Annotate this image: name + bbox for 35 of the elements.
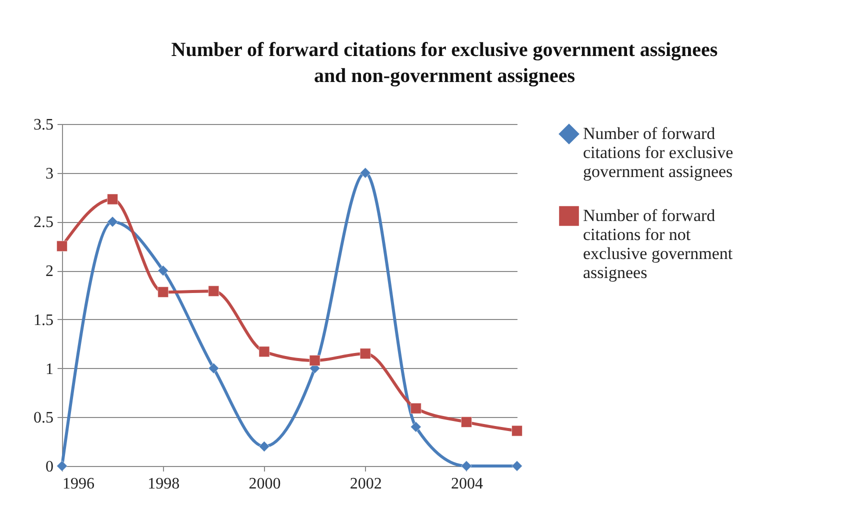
point <box>410 402 422 414</box>
y-tick-label: 0.5 <box>34 410 54 427</box>
point <box>309 355 320 366</box>
x-tick-label: 1998 <box>148 476 180 492</box>
x-tick-label: 2002 <box>350 476 382 492</box>
y-tick-label: 1.5 <box>34 312 54 329</box>
point <box>56 460 68 472</box>
point <box>208 286 220 296</box>
point <box>410 422 422 432</box>
point <box>107 216 118 228</box>
point <box>56 240 68 252</box>
y-tick-label: 3.5 <box>34 116 54 134</box>
legend-label: Number of forward citations for exclusive government assignees <box>583 124 734 181</box>
x-tick-label: 2000 <box>248 476 281 492</box>
y-tick-label: 1 <box>46 360 54 378</box>
point <box>512 425 522 436</box>
point <box>461 416 472 428</box>
point <box>107 194 118 205</box>
chart-title: Number of forward citations for exclusive government assignees and non-government assignees <box>171 39 718 87</box>
point <box>461 460 472 472</box>
point <box>258 441 270 452</box>
point <box>158 286 169 298</box>
x-tick-label: 1996 <box>62 476 94 492</box>
point <box>512 460 522 472</box>
point <box>158 265 169 276</box>
point <box>208 362 220 374</box>
y-tick-label: 2.5 <box>34 214 54 232</box>
y-tick-label: 2 <box>46 263 54 280</box>
point <box>258 346 270 358</box>
y-tick-label: 3 <box>46 165 54 182</box>
x-tick-label: 2004 <box>450 476 483 492</box>
point <box>360 348 371 360</box>
y-tick-label: 0 <box>46 458 54 476</box>
legend-label: Number of forward citations for not exclusive government assignees <box>583 206 733 282</box>
point <box>360 167 371 178</box>
